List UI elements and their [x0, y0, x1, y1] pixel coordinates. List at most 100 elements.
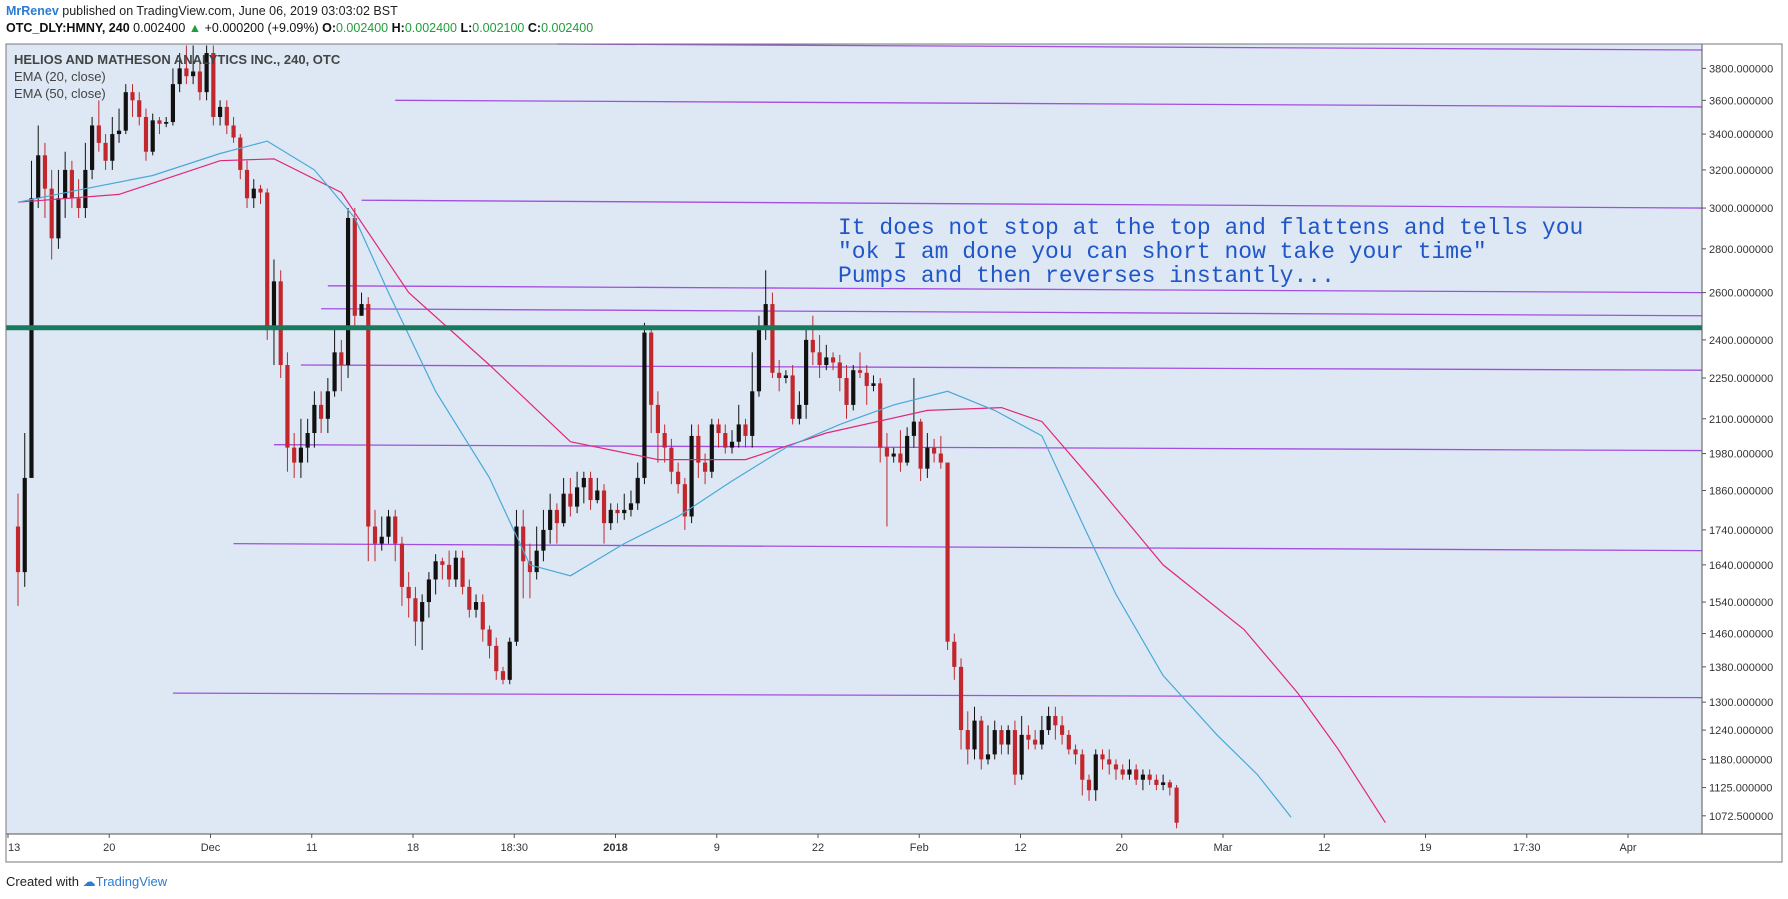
- y-tick-label: 1860.000000: [1709, 485, 1773, 497]
- candle-body: [750, 391, 755, 436]
- candle-body: [103, 142, 108, 161]
- candle-body: [601, 490, 607, 524]
- candle-body: [22, 477, 27, 573]
- x-tick-label: 20: [103, 842, 115, 854]
- footer: Created with ☁TradingView: [6, 874, 167, 890]
- last-price: 0.002400: [133, 21, 186, 35]
- candle-body: [830, 357, 836, 363]
- candle-body: [480, 602, 485, 630]
- candle-body: [864, 372, 869, 386]
- candle-body: [588, 477, 593, 501]
- annotation-text: It does not stop at the top and flattens…: [838, 215, 1583, 289]
- y-tick-label: 3200.000000: [1709, 165, 1773, 177]
- candle-body: [494, 645, 499, 672]
- tradingview-link[interactable]: TradingView: [95, 874, 168, 889]
- y-tick-label: 1300.000000: [1709, 697, 1773, 709]
- candle-body: [824, 357, 829, 366]
- author-link[interactable]: MrRenev: [6, 4, 59, 18]
- trend-line: [395, 99, 1703, 108]
- candle-body: [413, 598, 418, 622]
- candle-body: [15, 526, 21, 573]
- candle-body: [581, 477, 586, 488]
- y-tick-label: 1460.000000: [1709, 629, 1773, 641]
- candle-body: [170, 84, 176, 123]
- candle-body: [137, 100, 142, 117]
- candle-body: [29, 198, 34, 478]
- trend-line: [361, 199, 1703, 209]
- candle-body: [992, 730, 997, 755]
- candle-body: [723, 433, 728, 448]
- candle-body: [319, 404, 324, 419]
- candle-body: [258, 188, 263, 193]
- open-label: O:: [322, 21, 336, 35]
- candle-body: [204, 53, 209, 93]
- candle-body: [972, 720, 977, 750]
- trend-line: [172, 692, 1703, 699]
- candle-body: [958, 666, 964, 731]
- x-tick-label: 12: [1014, 842, 1026, 854]
- candle-body: [150, 120, 155, 152]
- trend-line: [327, 285, 1703, 294]
- candle-body: [554, 509, 559, 524]
- candle-body: [568, 493, 573, 507]
- annotation-line: "ok I am done you can short now take you…: [838, 239, 1487, 265]
- candle-body: [777, 372, 782, 379]
- candle-body: [884, 447, 890, 457]
- quote-line: OTC_DLY:HMNY, 240 0.002400 ▲ +0.000200 (…: [6, 20, 593, 36]
- symbol-label: OTC_DLY:HMNY, 240: [6, 21, 130, 35]
- candle-body: [871, 383, 876, 386]
- y-tick-label: 1072.500000: [1709, 811, 1773, 823]
- candle-body: [453, 557, 458, 580]
- candle-body: [837, 362, 842, 379]
- tradingview-logo-icon: ☁: [82, 874, 96, 889]
- candle-body: [716, 424, 721, 434]
- y-tick-label: 2600.000000: [1709, 288, 1773, 300]
- candle-body: [1059, 725, 1065, 735]
- candle-body: [561, 493, 566, 524]
- plot-area[interactable]: [6, 44, 1702, 834]
- candle-body: [238, 137, 243, 170]
- ema20-line: [17, 140, 1292, 818]
- x-tick-label: 18:30: [500, 842, 528, 854]
- candle-body: [729, 441, 735, 448]
- candle-body: [63, 169, 68, 199]
- candle-body: [56, 198, 61, 239]
- x-tick-label: Mar: [1214, 842, 1233, 854]
- candle-body: [804, 339, 809, 405]
- candle-body: [1086, 779, 1092, 791]
- candle-body: [790, 375, 795, 419]
- created-with-text: Created with: [6, 874, 79, 889]
- candle-body: [783, 375, 788, 379]
- candle-body: [271, 281, 277, 328]
- candle-body: [655, 404, 661, 434]
- candle-body: [676, 471, 681, 485]
- candle-body: [1147, 774, 1152, 780]
- candle-body: [1053, 715, 1058, 726]
- candle-body: [157, 120, 162, 124]
- candle-body: [1019, 734, 1024, 775]
- candle-body: [1093, 754, 1098, 791]
- candle-body: [507, 641, 512, 680]
- x-tick-label: 17:30: [1513, 842, 1541, 854]
- candle-body: [467, 586, 472, 610]
- candle-body: [1120, 769, 1125, 775]
- candle-body: [372, 526, 378, 544]
- candle-body: [527, 561, 533, 573]
- candle-body: [211, 53, 216, 117]
- candle-body: [487, 629, 492, 646]
- candle-body: [96, 125, 101, 143]
- candle-body: [345, 217, 351, 366]
- candle-body: [918, 421, 923, 469]
- y-tick-label: 1125.000000: [1709, 783, 1772, 795]
- publish-header: MrRenev published on TradingView.com, Ju…: [6, 3, 398, 19]
- candle-body: [123, 92, 128, 131]
- candle-body: [1066, 734, 1071, 750]
- candle-body: [116, 130, 122, 135]
- candle-body: [1026, 734, 1031, 740]
- candle-body: [999, 730, 1004, 745]
- candle-body: [217, 106, 223, 117]
- candle-body: [231, 125, 236, 138]
- x-tick-label: 22: [812, 842, 824, 854]
- y-tick-label: 1540.000000: [1709, 597, 1773, 609]
